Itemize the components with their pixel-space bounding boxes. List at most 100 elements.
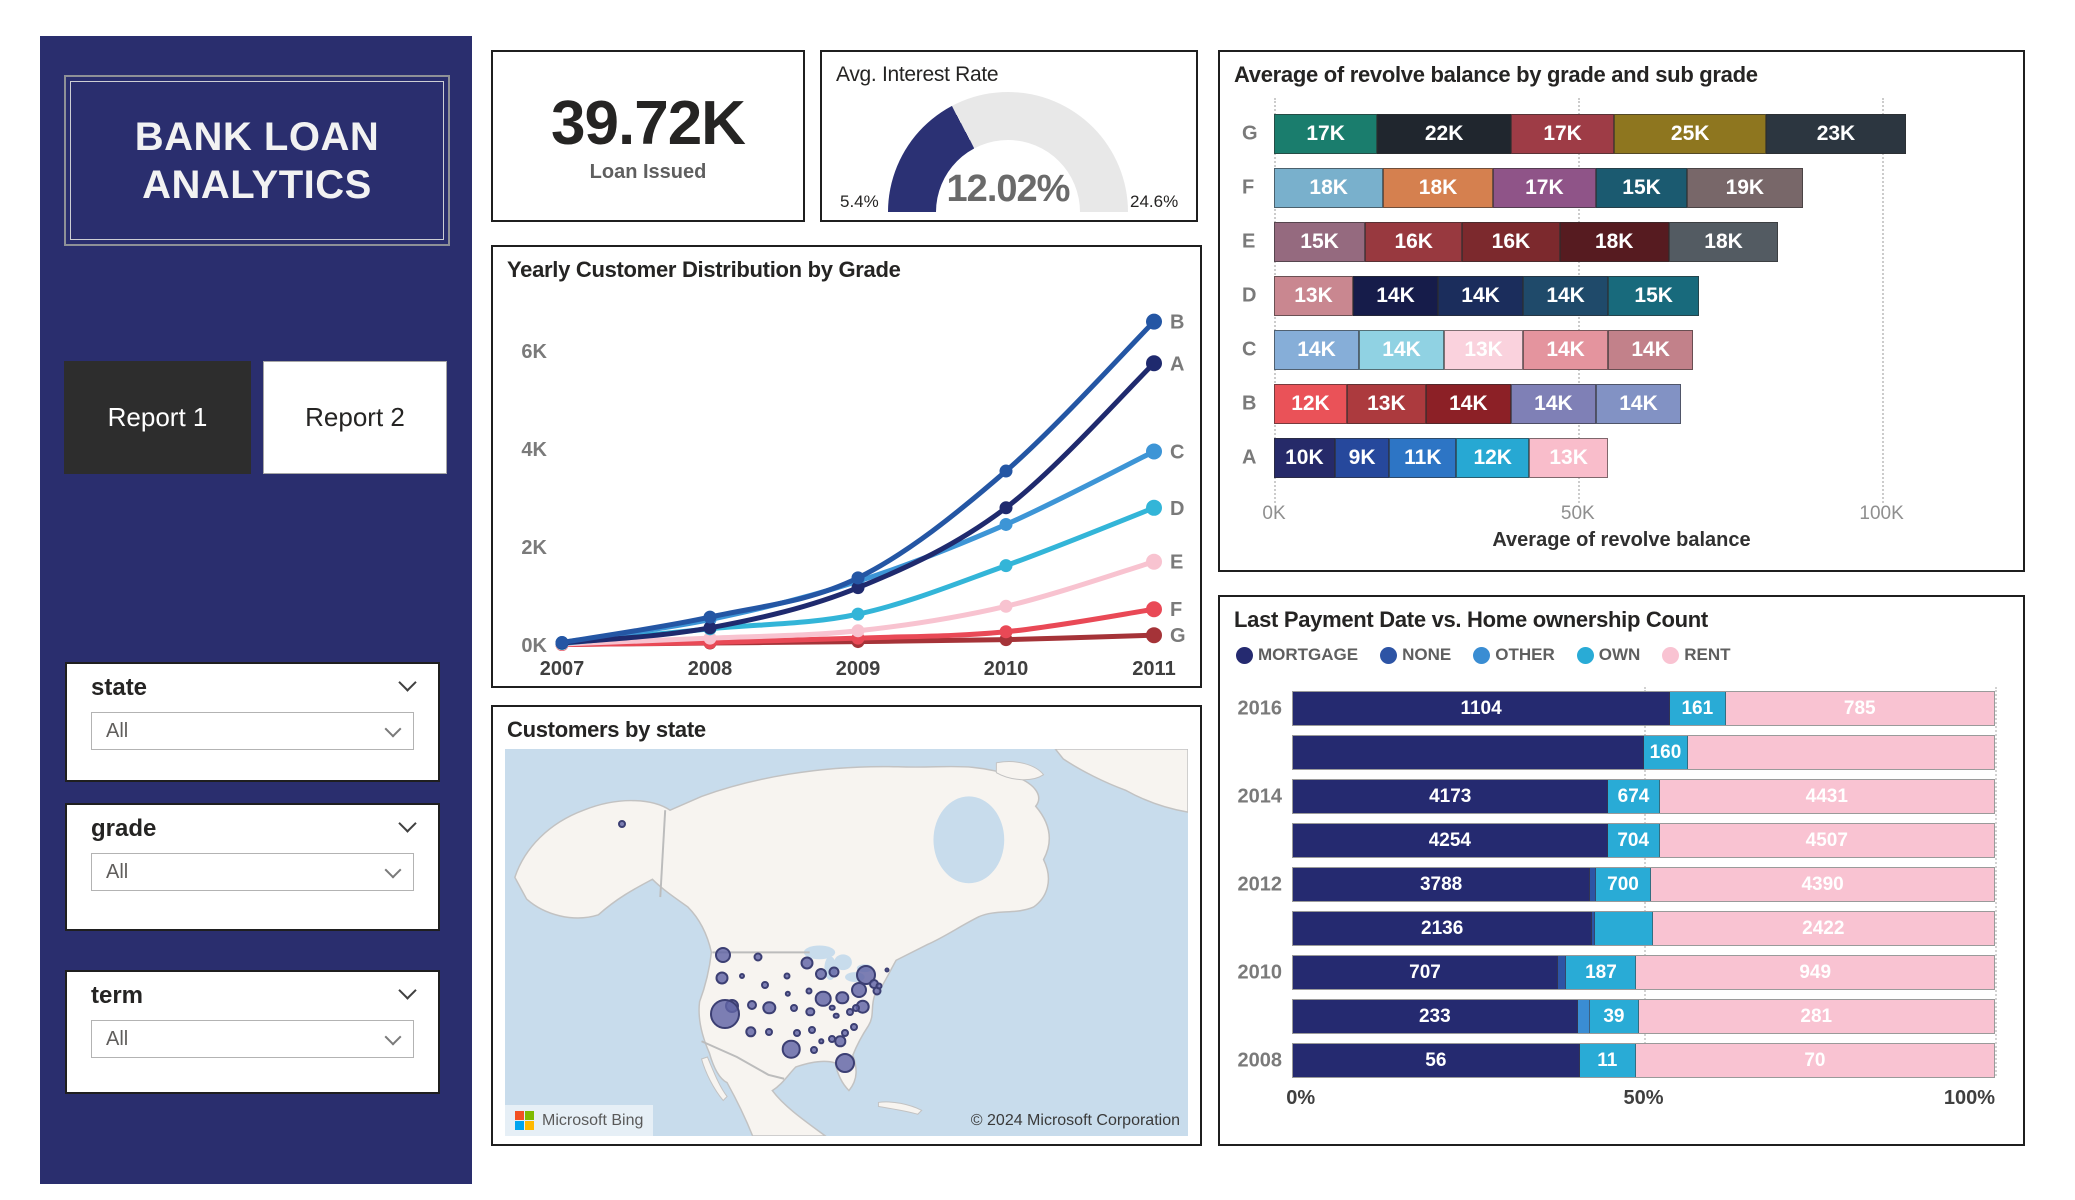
data-point[interactable] [851,581,865,595]
bar-segment[interactable]: 14K [1352,276,1439,316]
legend-item-mortgage[interactable]: MORTGAGE [1236,645,1358,665]
map-bubble[interactable] [792,1029,801,1038]
bar-segment[interactable]: 17K [1492,168,1596,208]
bar-segment[interactable]: 25K [1614,114,1767,154]
data-point[interactable] [999,501,1013,515]
map-bubble[interactable] [760,981,769,990]
data-point[interactable] [1146,553,1162,570]
data-point[interactable] [999,599,1013,613]
bar-segment[interactable]: 14K [1523,330,1609,370]
map-bubble[interactable] [815,968,828,981]
bar-segment-own[interactable]: 161 [1670,692,1726,725]
bar-segment[interactable]: 16K [1462,222,1560,262]
bar-segment[interactable]: 11K [1389,438,1457,478]
bar-segment-none[interactable] [1590,868,1596,901]
bar-segment-rent[interactable]: 4431 [1659,780,1994,813]
bar-segment-mortgage[interactable]: 233 [1293,1000,1578,1033]
line-series-B[interactable] [559,319,1157,646]
data-point[interactable] [1146,313,1162,330]
map-bubble[interactable] [739,973,745,980]
bar-segment-own[interactable]: 700 [1595,868,1652,901]
map-bubble[interactable] [818,1038,824,1044]
data-point[interactable] [851,624,865,638]
bar-segment-mortgage[interactable]: 707 [1293,956,1558,989]
bar-segment-own[interactable] [1595,912,1653,945]
bar-segment-rent[interactable]: 70 [1635,1044,1994,1077]
bar-segment[interactable]: 14K [1595,384,1682,424]
map-bubble[interactable] [783,972,791,980]
bar-segment[interactable]: 13K [1444,330,1524,370]
map-bubble[interactable] [828,1035,837,1044]
chevron-down-icon[interactable] [398,814,417,833]
map-bubble[interactable] [753,952,763,962]
legend-item-rent[interactable]: RENT [1662,645,1731,665]
bar-segment-rent[interactable]: 281 [1638,1000,1994,1033]
bar-segment-other[interactable] [1577,1000,1591,1033]
bar-segment[interactable]: 16K [1365,222,1463,262]
data-point[interactable] [999,559,1013,573]
legend-item-other[interactable]: OTHER [1473,645,1555,665]
map-bubble[interactable] [835,1052,856,1073]
bar-segment[interactable]: 13K [1274,276,1353,316]
data-point[interactable] [999,625,1013,639]
map-bubble[interactable] [832,1012,840,1019]
legend-item-own[interactable]: OWN [1576,645,1640,665]
bar-segment-mortgage[interactable]: 2136 [1293,912,1593,945]
chevron-down-icon[interactable] [398,981,417,1000]
bar-segment-own[interactable]: 704 [1607,824,1660,857]
map[interactable]: Microsoft Bing © 2024 Microsoft Corporat… [505,749,1188,1136]
map-bubble[interactable] [828,1004,836,1011]
bar-segment[interactable]: 18K [1383,168,1493,208]
bar-segment-mortgage[interactable]: 4254 [1293,824,1608,857]
map-bubble[interactable] [745,1025,757,1038]
bar-segment-rent[interactable]: 785 [1725,692,1994,725]
bar-segment[interactable]: 14K [1510,384,1596,424]
bar-segment-mortgage[interactable]: 3788 [1293,868,1591,901]
bar-segment-own[interactable]: 187 [1566,956,1637,989]
map-bubble[interactable] [852,1003,861,1012]
chevron-down-icon[interactable] [398,673,417,692]
bar-segment[interactable]: 18K [1668,222,1779,262]
bar-segment[interactable]: 15K [1274,222,1366,262]
map-bubble[interactable] [851,981,868,998]
bar-segment-rent[interactable] [1688,736,1994,769]
data-point[interactable] [999,517,1013,531]
bar-segment[interactable]: 19K [1687,168,1803,208]
slicer-grade-dropdown[interactable]: All [91,853,414,891]
data-point[interactable] [703,631,717,645]
bar-segment[interactable]: 13K [1529,438,1609,478]
line-series-A[interactable] [559,360,1157,646]
bar-segment-rent[interactable]: 4390 [1651,868,1994,901]
bar-segment[interactable]: 17K [1274,114,1378,154]
bar-segment-rent[interactable]: 949 [1636,956,1994,989]
bar-segment-none[interactable] [1557,956,1567,989]
map-bubble[interactable] [784,990,791,998]
bar-segment[interactable]: 18K [1274,168,1384,208]
bar-segment-own[interactable]: 674 [1608,780,1660,813]
map-bubble[interactable] [762,1000,777,1015]
map-bubble[interactable] [835,991,850,1005]
data-point[interactable] [1146,443,1162,460]
bar-segment-rent[interactable]: 4507 [1659,824,1994,857]
slicer-state-dropdown[interactable]: All [91,712,414,750]
map-bubble[interactable] [715,971,729,985]
map-bubble[interactable] [841,1029,850,1038]
bar-segment-rent[interactable]: 2422 [1652,912,1994,945]
map-bubble[interactable] [809,1046,818,1055]
map-bubble[interactable] [814,990,832,1007]
bar-segment[interactable]: 22K [1377,114,1511,154]
bar-segment[interactable]: 14K [1523,276,1609,316]
map-bubble[interactable] [828,966,840,978]
bar-segment-own[interactable]: 160 [1643,736,1689,769]
bar-segment[interactable]: 15K [1608,276,1700,316]
slicer-term-dropdown[interactable]: All [91,1020,414,1058]
data-point[interactable] [1146,601,1162,618]
map-bubble[interactable] [875,982,883,990]
bar-segment[interactable]: 18K [1559,222,1669,262]
data-point[interactable] [851,607,865,621]
report-2-button[interactable]: Report 2 [263,361,447,474]
bar-segment-none[interactable] [1592,912,1596,945]
map-bubble[interactable] [781,1040,801,1059]
data-point[interactable] [1146,627,1162,644]
bar-segment-mortgage[interactable]: 4173 [1293,780,1609,813]
